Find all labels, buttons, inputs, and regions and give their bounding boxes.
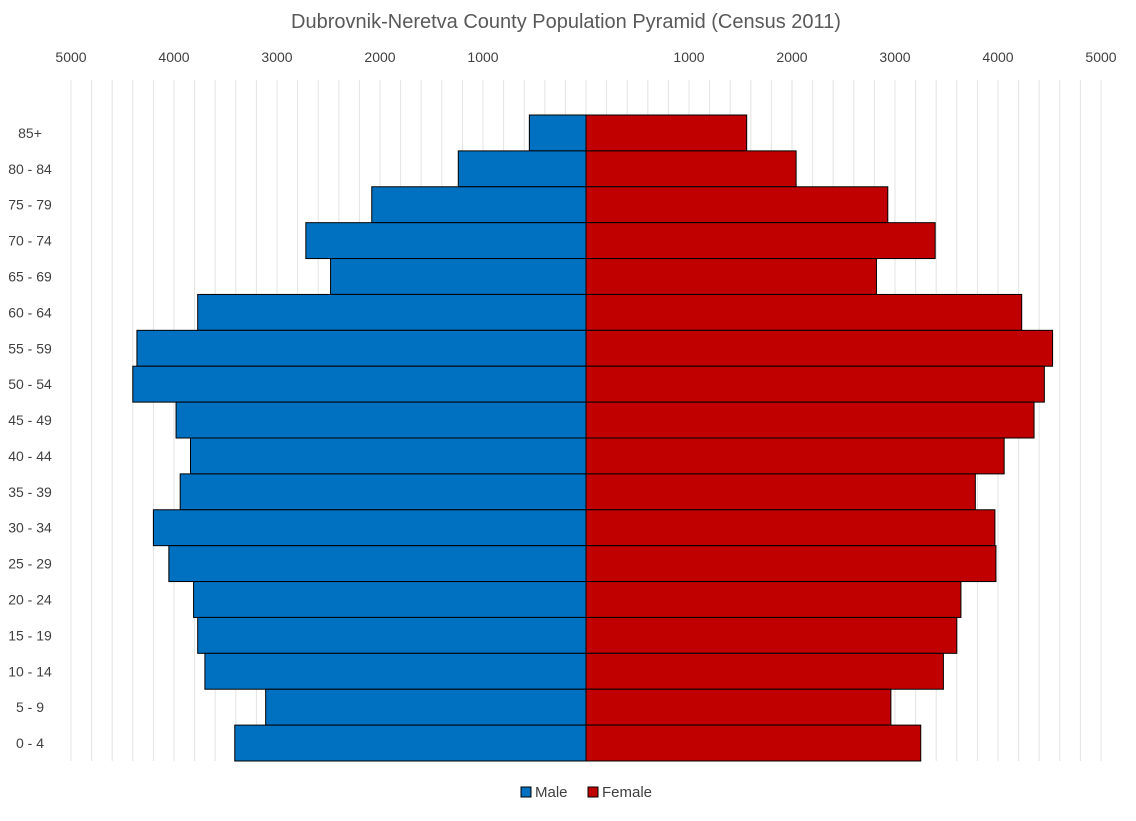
bar-male-5-9 <box>265 688 587 726</box>
bar-male-10-14 <box>204 652 587 690</box>
chart-title: Dubrovnik-Neretva County Population Pyra… <box>291 11 841 33</box>
category-labels: 85+ 80 - 84 75 - 79 70 - 74 65 - 69 60 - 64 55… <box>8 125 52 751</box>
category-label: 75 - 79 <box>8 197 52 213</box>
category-label: 60 - 64 <box>8 304 52 320</box>
x-tick-label: 1000 <box>467 49 498 65</box>
bars <box>132 114 1054 762</box>
category-label: 45 - 49 <box>8 412 52 428</box>
bar-male-20-24 <box>193 581 587 618</box>
category-label: 25 - 29 <box>8 556 52 572</box>
x-tick-label: 4000 <box>982 49 1013 65</box>
x-tick-label: 1000 <box>673 49 704 65</box>
bar-female-15-19 <box>585 616 958 654</box>
category-label: 85+ <box>18 125 42 141</box>
bar-male-70-74 <box>305 222 587 260</box>
x-tick-label: 2000 <box>364 49 395 65</box>
bar-male-40-44 <box>189 437 587 475</box>
legend-male-label: Male <box>535 784 568 801</box>
legend-female-label: Female <box>602 784 652 801</box>
bar-male-50-54 <box>132 365 587 403</box>
bar-female-75-79 <box>585 186 889 224</box>
bar-female-85+ <box>585 114 748 152</box>
legend-female-swatch <box>587 786 599 798</box>
category-label: 50 - 54 <box>8 376 52 392</box>
bar-female-35-39 <box>585 473 976 511</box>
x-tick-label: 5000 <box>1085 49 1116 65</box>
category-label: 40 - 44 <box>8 448 52 464</box>
x-tick-label: 3000 <box>261 49 292 65</box>
category-label: 10 - 14 <box>8 663 52 679</box>
bar-male-30-34 <box>152 509 587 547</box>
bar-female-65-69 <box>585 258 877 295</box>
category-label: 30 - 34 <box>8 520 52 536</box>
bar-female-10-14 <box>585 652 944 690</box>
bar-female-40-44 <box>585 437 1005 475</box>
bar-male-60-64 <box>197 293 587 331</box>
bar-female-50-54 <box>585 365 1045 403</box>
category-label: 20 - 24 <box>8 592 52 608</box>
category-label: 15 - 19 <box>8 627 52 643</box>
bar-female-45-49 <box>585 401 1035 439</box>
category-label: 35 - 39 <box>8 484 52 500</box>
category-label: 0 - 4 <box>16 735 44 751</box>
bar-female-0-4 <box>585 724 922 762</box>
bar-male-65-69 <box>330 258 587 295</box>
x-tick-label: 2000 <box>776 49 807 65</box>
bar-female-70-74 <box>585 222 936 260</box>
bar-male-80-84 <box>457 150 587 188</box>
bar-female-20-24 <box>585 581 962 618</box>
bar-male-15-19 <box>197 616 587 654</box>
x-tick-label: 3000 <box>879 49 910 65</box>
x-axis-tick-labels: 5000 4000 3000 2000 1000 1000 2000 3000 4000 5000 <box>55 49 1116 65</box>
bar-male-55-59 <box>136 329 587 367</box>
bar-female-5-9 <box>585 688 892 726</box>
bar-female-25-29 <box>585 545 997 583</box>
legend-male-swatch <box>520 786 532 798</box>
category-label: 55 - 59 <box>8 340 52 356</box>
bar-female-80-84 <box>585 150 797 188</box>
bar-male-35-39 <box>179 473 587 511</box>
bar-female-60-64 <box>585 293 1023 331</box>
bar-male-45-49 <box>175 401 587 439</box>
x-tick-label: 5000 <box>55 49 86 65</box>
x-tick-label: 4000 <box>158 49 189 65</box>
legend: Male Female <box>520 784 652 801</box>
bar-female-30-34 <box>585 509 996 547</box>
category-label: 70 - 74 <box>8 233 52 249</box>
category-label: 80 - 84 <box>8 161 52 177</box>
bar-male-25-29 <box>168 545 587 583</box>
bar-male-0-4 <box>234 724 587 762</box>
bar-male-85+ <box>528 114 587 152</box>
category-label: 65 - 69 <box>8 269 52 285</box>
category-label: 5 - 9 <box>16 699 44 715</box>
bar-male-75-79 <box>371 186 587 224</box>
bar-female-55-59 <box>585 329 1054 367</box>
